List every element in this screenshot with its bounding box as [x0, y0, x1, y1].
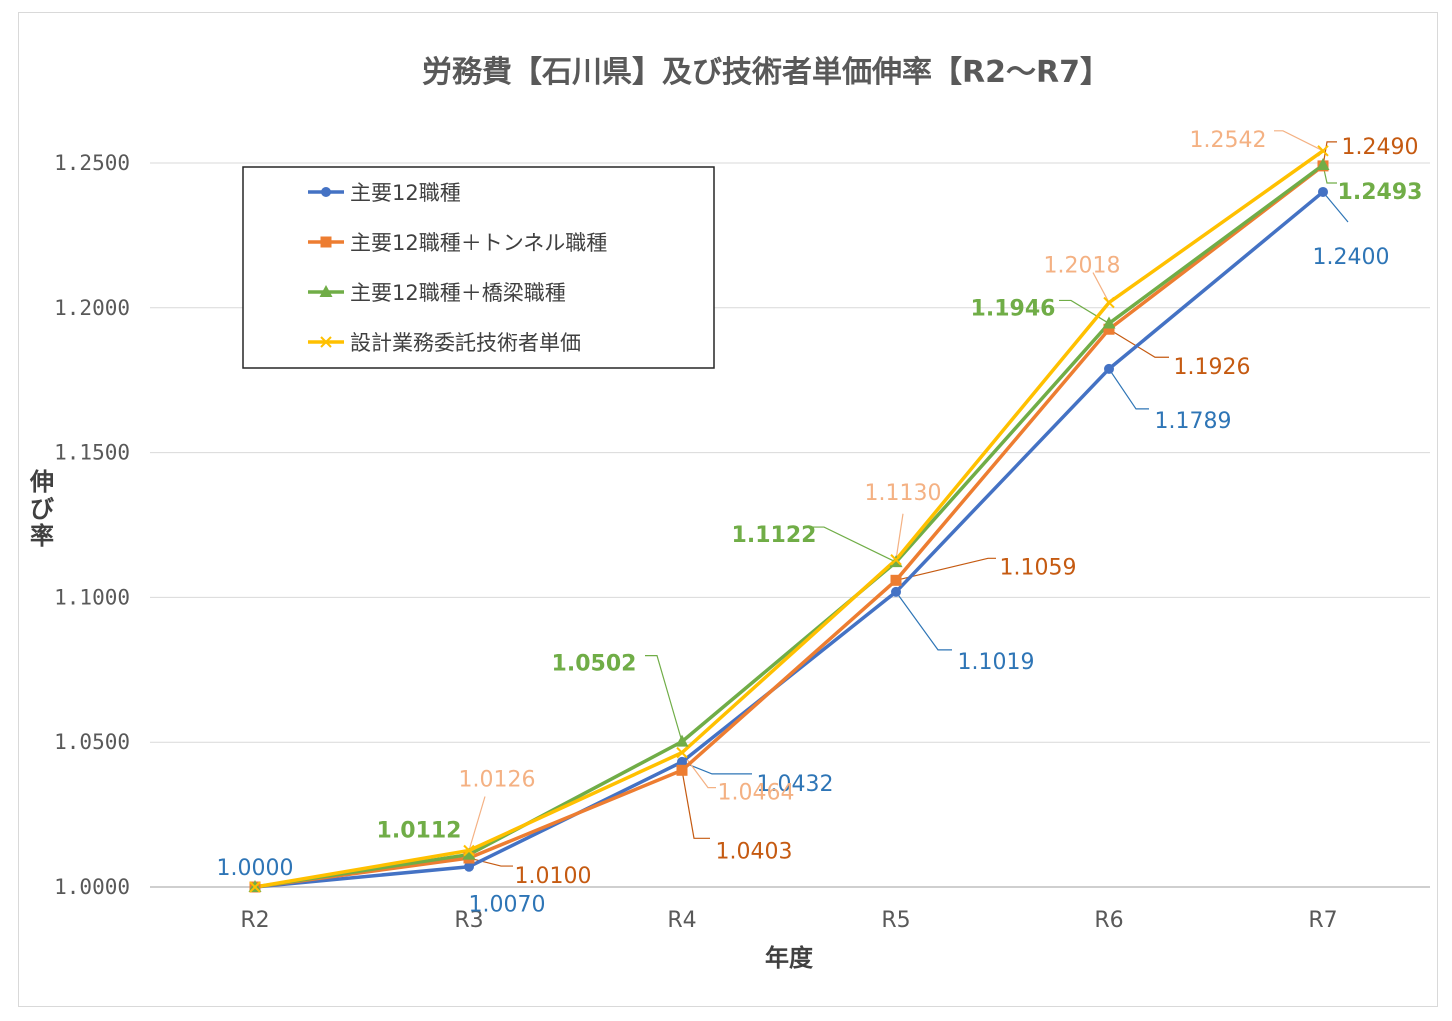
series-line — [254, 164, 1325, 889]
data-point — [319, 285, 333, 297]
label-leader — [812, 526, 897, 563]
x-axis-label: 年度 — [765, 944, 814, 972]
data-label: 1.0070 — [469, 893, 546, 918]
data-point — [675, 734, 689, 747]
data-point — [320, 336, 332, 348]
data-point — [249, 881, 261, 893]
data-point — [464, 861, 474, 872]
x-tick-label: R3 — [454, 908, 483, 933]
data-point — [1318, 186, 1328, 197]
series-line — [254, 163, 1325, 889]
label-leader — [895, 513, 904, 560]
label-leader — [681, 761, 752, 775]
legend-label: 主要12職種＋トンネル職種 — [350, 231, 607, 255]
label-leader — [1108, 328, 1169, 358]
data-point — [321, 187, 331, 197]
data-point — [320, 236, 332, 248]
data-point — [1104, 363, 1114, 374]
data-point — [1103, 296, 1115, 309]
y-tick-label: 1.1000 — [54, 585, 130, 609]
data-label: 1.1130 — [865, 481, 942, 506]
data-label: 1.2018 — [1044, 254, 1121, 279]
data-labels: 1.0000 1.0070 1.0432 1.1019 1.1789 1.2400 1.01… — [217, 128, 1423, 918]
label-leader — [1322, 191, 1349, 223]
legend-entry: 主要12職種＋トンネル職種 — [308, 231, 607, 255]
data-point — [890, 554, 902, 566]
data-label: 1.0112 — [377, 819, 462, 844]
data-point — [1316, 158, 1330, 171]
label-leader — [1108, 368, 1149, 410]
label-leader — [681, 770, 710, 839]
y-axis-ticks: 1.0000 1.0500 1.1000 1.1500 1.2000 1.2500 — [54, 151, 130, 899]
label-leader — [468, 796, 486, 851]
label-leader — [1274, 130, 1324, 152]
series-line — [254, 149, 1325, 889]
chart-title: 労務費【石川県】及び技術者単価伸率【R2～R7】 — [422, 55, 1110, 90]
data-point — [462, 847, 476, 860]
legend-entry: 主要12職種 — [308, 181, 461, 205]
data-point — [1102, 316, 1116, 329]
x-tick-label: R2 — [240, 908, 269, 933]
data-label: 1.1926 — [1174, 355, 1251, 380]
data-label: 1.0000 — [217, 856, 294, 881]
y-tick-label: 1.2000 — [54, 296, 130, 320]
data-label: 1.2490 — [1342, 135, 1419, 160]
x-axis-ticks: R2 R3 R4 R5 R6 R7 — [240, 908, 1337, 933]
data-label: 1.2400 — [1313, 245, 1390, 270]
series-markers — [248, 145, 1330, 893]
data-point — [677, 756, 687, 767]
legend-label: 主要12職種＋橋梁職種 — [350, 281, 566, 305]
label-leader — [1322, 141, 1337, 166]
label-leader — [645, 655, 683, 742]
data-point — [676, 746, 688, 759]
data-label: 1.0126 — [459, 768, 536, 793]
data-point — [463, 844, 475, 857]
data-label: 1.0502 — [552, 652, 637, 677]
data-point — [676, 764, 688, 776]
data-label: 1.2493 — [1338, 180, 1423, 205]
data-label: 1.0464 — [718, 781, 795, 806]
data-label: 1.0403 — [716, 839, 793, 864]
data-point — [890, 574, 902, 586]
x-tick-label: R7 — [1308, 908, 1337, 933]
legend-label: 主要12職種 — [350, 181, 461, 205]
data-label: 1.0432 — [757, 772, 834, 797]
data-label: 1.2542 — [1190, 128, 1267, 153]
legend: 主要12職種主要12職種＋トンネル職種主要12職種＋橋梁職種設計業務委託技術者単… — [242, 166, 715, 369]
label-leader — [895, 557, 996, 581]
x-tick-label: R6 — [1094, 908, 1123, 933]
data-point — [891, 586, 901, 597]
y-tick-label: 1.0000 — [54, 875, 130, 899]
y-tick-label: 1.1500 — [54, 441, 130, 465]
legend-entry: 設計業務委託技術者単価 — [308, 331, 581, 355]
data-point — [1103, 323, 1115, 335]
data-label: 1.1059 — [1000, 555, 1077, 580]
series-lines — [254, 149, 1325, 889]
data-point — [1317, 145, 1329, 157]
label-leader — [1092, 272, 1110, 303]
legend-entry: 主要12職種＋橋梁職種 — [308, 281, 566, 305]
data-label: 1.1019 — [958, 650, 1035, 675]
x-tick-label: R5 — [881, 908, 910, 933]
data-label: 1.1946 — [971, 296, 1056, 321]
y-tick-label: 1.0500 — [54, 730, 130, 754]
y-axis-label: 伸び率 — [29, 468, 54, 550]
label-leader — [895, 591, 952, 651]
data-label: 1.0100 — [515, 864, 592, 889]
data-label: 1.1122 — [732, 523, 817, 548]
legend-label: 設計業務委託技術者単価 — [350, 331, 581, 355]
y-tick-label: 1.2500 — [54, 151, 130, 175]
x-tick-label: R4 — [667, 908, 696, 933]
data-label: 1.1789 — [1155, 409, 1232, 434]
